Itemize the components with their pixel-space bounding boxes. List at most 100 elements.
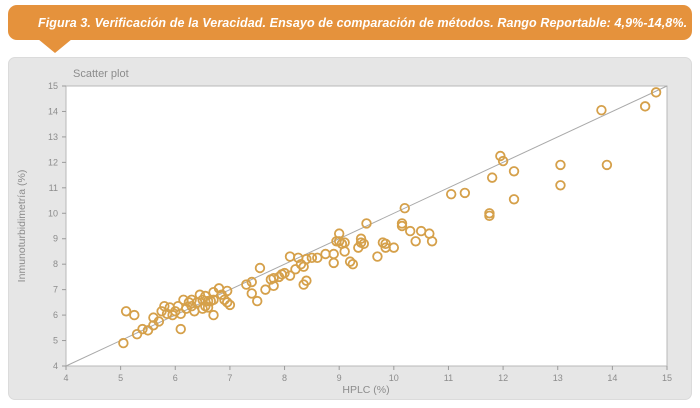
data-point [344,256,356,267]
identity-line [65,85,668,367]
data-point [254,262,266,274]
x-tick-label: 6 [173,373,178,383]
data-point [484,210,495,222]
x-axis-label: HPLC (%) [342,384,389,396]
x-tick-label: 8 [282,373,287,383]
y-tick-label: 12 [48,157,58,167]
data-point [358,238,369,250]
data-point [252,295,263,307]
data-point [131,328,143,340]
y-axis-label: Inmunoturbidimetría (%) [16,170,28,283]
data-point [347,258,359,270]
data-point [333,236,345,247]
y-tick-label: 13 [48,132,58,142]
y-tick-label: 8 [53,259,58,269]
y-tick-label: 14 [48,106,58,116]
data-point [279,267,290,279]
data-point [186,294,197,306]
data-point [301,253,312,265]
data-point [301,275,312,286]
data-point [284,270,296,281]
data-point [219,294,230,306]
data-point [208,294,219,306]
data-point [405,225,416,237]
x-tick-label: 7 [227,373,232,383]
x-tick-label: 14 [607,373,617,383]
data-point [426,236,438,247]
plot-title: Scatter plot [73,68,129,80]
data-point [156,306,167,317]
data-point [495,150,506,162]
y-tick-label: 5 [53,336,58,346]
data-point [339,246,350,257]
data-point [120,306,132,317]
data-point [260,284,271,295]
x-tick-label: 12 [498,373,508,383]
data-point [650,87,662,98]
data-point [497,155,509,167]
x-tick-label: 9 [337,373,342,383]
data-point [175,323,186,335]
data-point [396,220,408,232]
data-point [268,272,279,284]
scatter-plot: Scatter plot 4 5 6 7 8 9 10 11 12 13 14 15 4 5 6 7 8 9 10 1… [16,68,672,396]
data-point [596,104,607,116]
data-point [380,238,391,250]
y-tick-label: 10 [48,208,58,218]
data-point [372,251,383,262]
data-point [410,236,421,247]
identity-line-group [65,85,668,367]
data-points-group [118,87,662,349]
data-point [508,166,520,177]
data-point [399,202,410,214]
data-point [361,218,372,229]
data-point [202,302,214,313]
y-tick-label: 4 [53,361,58,371]
data-point [508,194,520,205]
data-point [388,242,400,253]
data-point [295,258,307,270]
data-point [445,188,457,200]
data-point [555,180,566,191]
data-point [555,159,566,171]
data-point [194,289,206,300]
figure-caption: Figura 3. Verificación de la Veracidad. … [38,15,688,30]
x-tick-label: 4 [63,373,68,383]
axis-ticks-group: 4 5 6 7 8 9 10 11 12 13 14 15 4 5 6 7 8 9 10 11 12 13 14 15 [48,81,672,383]
data-point [459,187,471,199]
data-point [142,325,154,336]
data-point [268,280,279,292]
y-tick-label: 9 [53,234,58,244]
data-point [601,159,613,171]
x-tick-label: 5 [118,373,123,383]
data-point [312,252,323,264]
data-point [486,172,498,183]
data-point [197,303,208,314]
data-point [221,285,233,297]
banner-tail-pointer [38,39,72,53]
y-tick-label: 6 [53,310,58,320]
data-point [306,252,318,264]
data-point [153,316,165,327]
data-point [183,297,195,308]
x-tick-label: 13 [553,373,563,383]
data-point [246,288,257,299]
y-tick-label: 11 [49,183,58,193]
data-point [175,308,186,320]
figure-caption-banner: Figura 3. Verificación de la Veracidad. … [8,5,692,40]
data-point [170,306,181,317]
data-point [328,248,339,260]
data-point [118,337,129,349]
data-point [208,309,219,321]
data-point [246,276,257,288]
data-point [241,279,252,290]
data-point [224,299,236,311]
data-point [137,323,148,335]
data-point [333,228,345,239]
x-tick-label: 15 [662,373,672,383]
data-point [221,297,233,308]
data-point [200,290,211,302]
data-point [639,101,651,112]
data-point [129,309,140,321]
y-tick-label: 15 [48,81,58,91]
